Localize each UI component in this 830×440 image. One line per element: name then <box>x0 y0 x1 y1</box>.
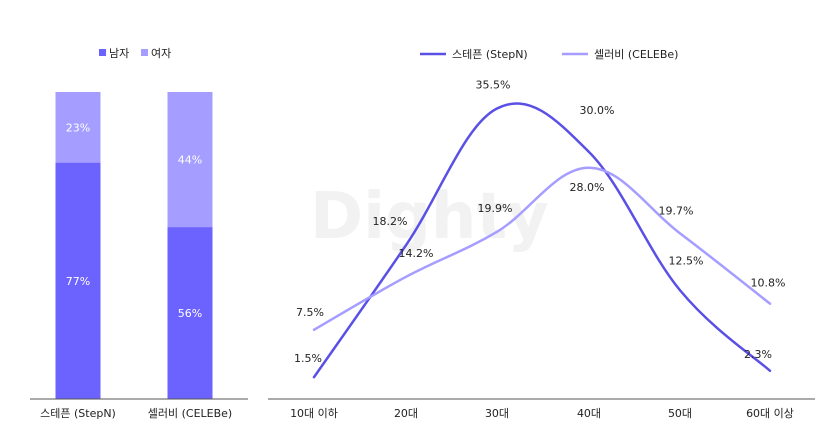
line-legend: 스테픈 (StepN) 셀러비 (CELEBe) <box>420 48 678 61</box>
bar-value-label-female: 44% <box>178 154 202 167</box>
line-x-tick-label: 40대 <box>577 407 601 420</box>
line-x-tick-labels: 10대 이하 20대 30대 40대 50대 60대 이상 <box>290 406 794 420</box>
line-x-tick-label: 50대 <box>668 407 692 420</box>
data-label-stepn: 18.2% <box>373 215 408 228</box>
line-x-tick-label: 30대 <box>485 407 509 420</box>
bar-x-tick-label: 셀러비 (CELEBe) <box>148 407 232 420</box>
data-label-stepn: 35.5% <box>476 79 511 92</box>
bar-segment-male <box>55 162 101 399</box>
data-label-celebe: 10.8% <box>751 277 786 290</box>
legend-label-female: 여자 <box>151 47 171 60</box>
data-label-celebe: 19.9% <box>478 202 513 215</box>
legend-label-stepn: 스테픈 (StepN) <box>452 48 528 61</box>
bar-x-tick-labels: 스테픈 (StepN) 셀러비 (CELEBe) <box>40 407 232 420</box>
legend-label-celebe: 셀러비 (CELEBe) <box>594 48 678 61</box>
watermark-text: Dighty <box>310 180 549 254</box>
bar-marks: 77% 23% 56% 44% <box>55 92 213 399</box>
bar-segment-female <box>55 92 101 163</box>
legend-swatch-male <box>99 49 106 56</box>
line-x-tick-label: 20대 <box>394 407 418 420</box>
bar-segment-male <box>167 227 213 399</box>
line-x-tick-label: 10대 이하 <box>290 406 338 420</box>
line-x-tick-label: 60대 이상 <box>746 407 794 420</box>
bar-legend: 남자 여자 <box>99 47 171 60</box>
data-label-celebe: 19.7% <box>659 204 694 217</box>
line-series-celebe <box>312 166 772 331</box>
gender-stacked-bar-chart: 남자 여자 77% 23% 56% 44% 스테픈 (StepN) 셀러비 (CELEB… <box>30 47 248 420</box>
legend-swatch-female <box>141 49 148 56</box>
data-label-stepn: 2.3% <box>744 348 772 361</box>
legend-label-male: 남자 <box>109 47 129 60</box>
line-series-stepn <box>312 102 772 379</box>
line-series <box>312 102 772 379</box>
data-label-stepn: 12.5% <box>669 254 704 267</box>
data-label-celebe: 28.0% <box>570 181 605 194</box>
bar-value-label-male: 77% <box>66 275 90 288</box>
bar-segment-female <box>167 92 213 228</box>
data-label-stepn: 1.5% <box>294 352 322 365</box>
data-label-celebe: 7.5% <box>296 306 324 319</box>
data-label-stepn: 30.0% <box>580 104 615 117</box>
age-line-chart: 스테픈 (StepN) 셀러비 (CELEBe) 1.5% 18.2% 35.5% 3… <box>268 48 815 420</box>
bar-x-tick-label: 스테픈 (StepN) <box>40 407 116 420</box>
bar-value-label-female: 23% <box>66 121 90 134</box>
data-label-celebe: 14.2% <box>399 247 434 260</box>
line-data-labels: 1.5% 18.2% 35.5% 30.0% 12.5% 2.3% 7.5% 14.2% 19.… <box>294 79 785 366</box>
bar-value-label-male: 56% <box>178 307 202 320</box>
